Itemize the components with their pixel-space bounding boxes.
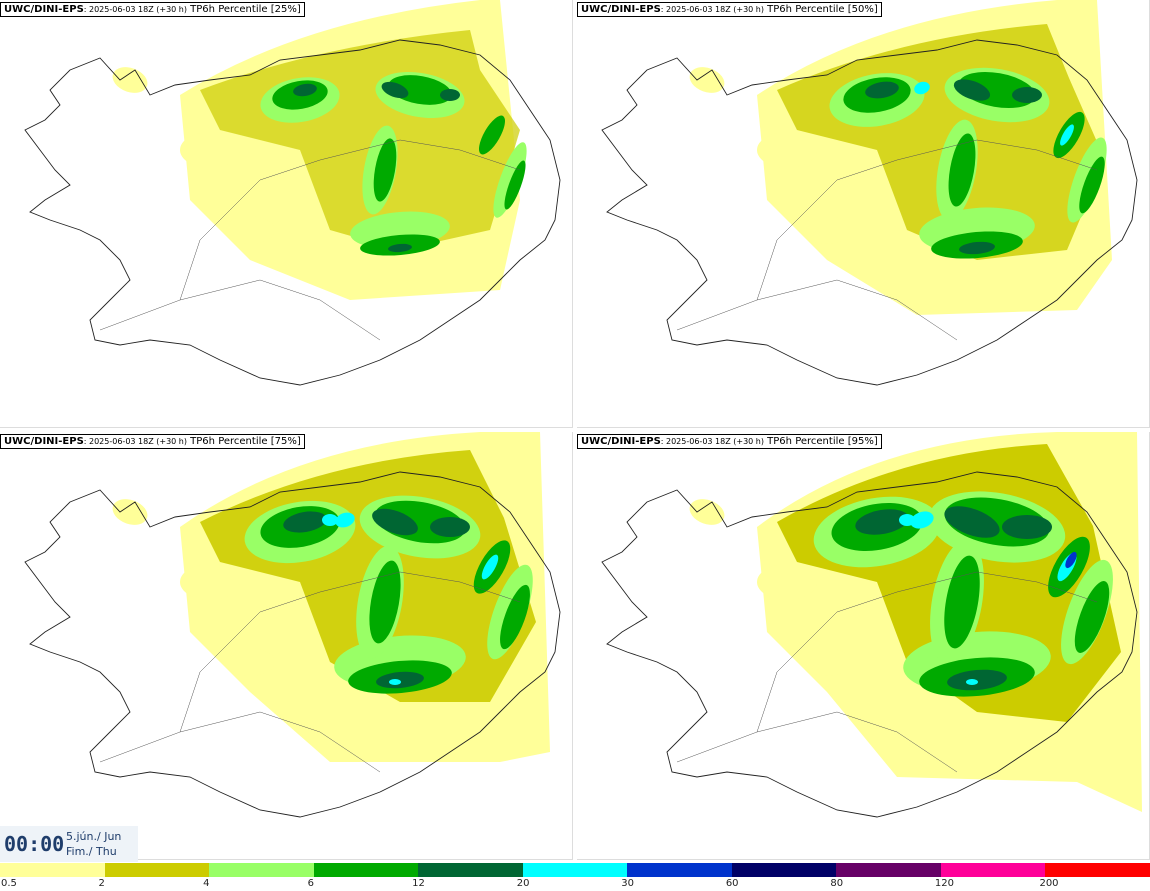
legend-swatch — [209, 863, 314, 877]
model-name: UWC/DINI-EPS — [581, 436, 661, 447]
legend-label: 6 — [307, 878, 314, 889]
percentile-label: TP6h Percentile [50%] — [767, 4, 878, 15]
legend-label: 80 — [830, 878, 844, 889]
legend-label: 4 — [203, 878, 210, 889]
run-info: : 2025-06-03 18Z (+30 h) — [83, 437, 187, 446]
valid-date: 5.jún./ Jun — [66, 830, 122, 843]
legend-swatch — [418, 863, 523, 877]
precip-field-20mm — [914, 81, 1074, 146]
legend-label: 60 — [725, 878, 739, 889]
model-name: UWC/DINI-EPS — [4, 436, 84, 447]
legend-swatch — [940, 863, 1046, 877]
map-panel-p75: UWC/DINI-EPS: 2025-06-03 18Z (+30 h) TP6… — [0, 432, 573, 860]
map-panel-p95: UWC/DINI-EPS: 2025-06-03 18Z (+30 h) TP6… — [577, 432, 1150, 860]
model-name: UWC/DINI-EPS — [4, 4, 84, 15]
valid-weekday: Fim./ Thu — [66, 845, 117, 858]
precip-field-20mm — [322, 512, 499, 685]
legend-swatch — [104, 863, 210, 877]
road-network — [99, 571, 521, 773]
run-info: : 2025-06-03 18Z (+30 h) — [660, 437, 764, 446]
panel-title: UWC/DINI-EPS: 2025-06-03 18Z (+30 h) TP6… — [0, 434, 305, 449]
legend-label: 20 — [516, 878, 530, 889]
precip-field-12mm — [283, 508, 470, 689]
coastline — [601, 39, 1138, 386]
road-network — [99, 139, 521, 341]
coastline — [24, 39, 561, 386]
model-name: UWC/DINI-EPS — [581, 4, 661, 15]
coastline — [601, 471, 1138, 818]
legend-swatch — [313, 863, 419, 877]
run-info: : 2025-06-03 18Z (+30 h) — [660, 5, 764, 14]
legend-swatch — [836, 863, 941, 877]
legend-label: 120 — [934, 878, 954, 889]
percentile-label: TP6h Percentile [95%] — [767, 436, 878, 447]
panel-title: UWC/DINI-EPS: 2025-06-03 18Z (+30 h) TP6… — [577, 2, 882, 17]
map-panel-p50: UWC/DINI-EPS: 2025-06-03 18Z (+30 h) TP6… — [577, 0, 1150, 428]
legend-label: 30 — [621, 878, 634, 889]
precip-field-12mm — [855, 506, 1052, 691]
panel-title: UWC/DINI-EPS: 2025-06-03 18Z (+30 h) TP6… — [0, 2, 305, 17]
precip-field-12mm — [293, 81, 460, 253]
legend-label: 2 — [98, 878, 105, 889]
valid-time-box: 00:00 5.jún./ Jun Fim./ Thu — [0, 826, 138, 862]
legend-label: 0.5 — [1, 878, 17, 889]
road-network — [676, 139, 1098, 341]
valid-time-clock: 00:00 — [4, 832, 65, 856]
panel-title: UWC/DINI-EPS: 2025-06-03 18Z (+30 h) TP6… — [577, 434, 882, 449]
legend-label: 12 — [412, 878, 425, 889]
percentile-label: TP6h Percentile [75%] — [190, 436, 301, 447]
percentile-label: TP6h Percentile [25%] — [190, 4, 301, 15]
road-network — [676, 571, 1098, 773]
legend-swatch — [731, 863, 837, 877]
legend-swatch — [0, 863, 105, 877]
run-info: : 2025-06-03 18Z (+30 h) — [83, 5, 187, 14]
legend-swatch — [627, 863, 732, 877]
coastline — [24, 471, 561, 818]
legend-swatch — [1045, 863, 1150, 877]
legend-swatch — [522, 863, 628, 877]
precipitation-legend: 0.5 2 4 6 12 20 30 60 80 120 200 — [0, 862, 1150, 891]
precip-field-12mm — [865, 79, 1042, 255]
legend-label: 200 — [1039, 878, 1059, 889]
precip-field-30mm — [1065, 551, 1077, 569]
map-panel-p25: UWC/DINI-EPS: 2025-06-03 18Z (+30 h) TP6… — [0, 0, 573, 428]
